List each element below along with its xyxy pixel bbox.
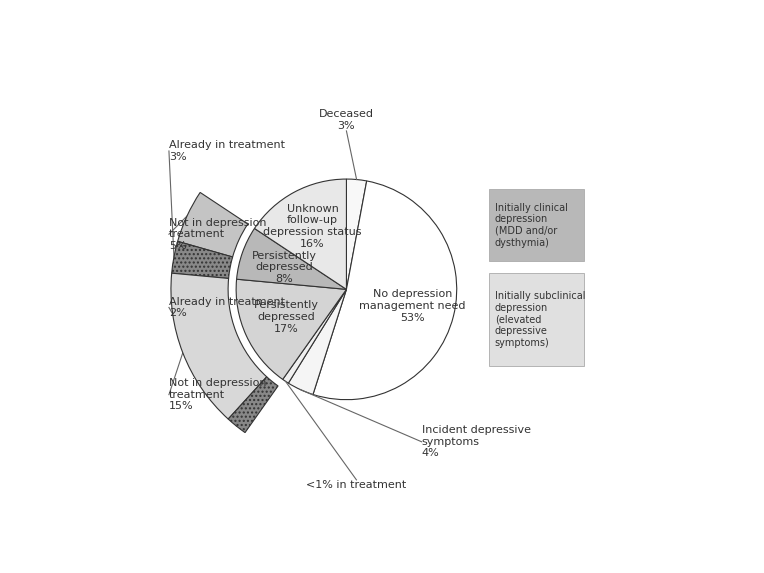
Text: Unknown
follow-up
depression status
16%: Unknown follow-up depression status 16% <box>264 204 362 249</box>
Text: Already in treatment
3%: Already in treatment 3% <box>169 140 285 162</box>
Wedge shape <box>171 273 267 419</box>
Text: Already in treatment
2%: Already in treatment 2% <box>169 297 285 318</box>
Wedge shape <box>288 289 346 394</box>
Text: No depression
management need
53%: No depression management need 53% <box>360 289 466 323</box>
Wedge shape <box>254 179 346 289</box>
Text: Deceased
3%: Deceased 3% <box>319 109 374 131</box>
Wedge shape <box>237 229 346 289</box>
Wedge shape <box>228 377 278 433</box>
FancyBboxPatch shape <box>489 273 584 366</box>
Text: <1% in treatment: <1% in treatment <box>306 480 406 490</box>
Text: Not in depression
treatment
5%: Not in depression treatment 5% <box>169 218 267 251</box>
Text: Incident depressive
symptoms
4%: Incident depressive symptoms 4% <box>422 425 531 458</box>
Wedge shape <box>313 181 457 399</box>
FancyBboxPatch shape <box>489 189 584 261</box>
Wedge shape <box>178 193 248 257</box>
Text: Persistently
depressed
8%: Persistently depressed 8% <box>251 251 316 284</box>
Text: Initially clinical
depression
(MDD and/or
dysthymia): Initially clinical depression (MDD and/o… <box>495 203 568 248</box>
Text: Persistently
depressed
17%: Persistently depressed 17% <box>254 300 319 333</box>
Text: Not in depression
treatment
15%: Not in depression treatment 15% <box>169 378 267 411</box>
Wedge shape <box>283 289 346 383</box>
Wedge shape <box>346 179 367 289</box>
Wedge shape <box>172 241 232 278</box>
Wedge shape <box>236 279 346 379</box>
Text: Initially subclinical
depression
(elevated
depressive
symptoms): Initially subclinical depression (elevat… <box>495 291 585 348</box>
